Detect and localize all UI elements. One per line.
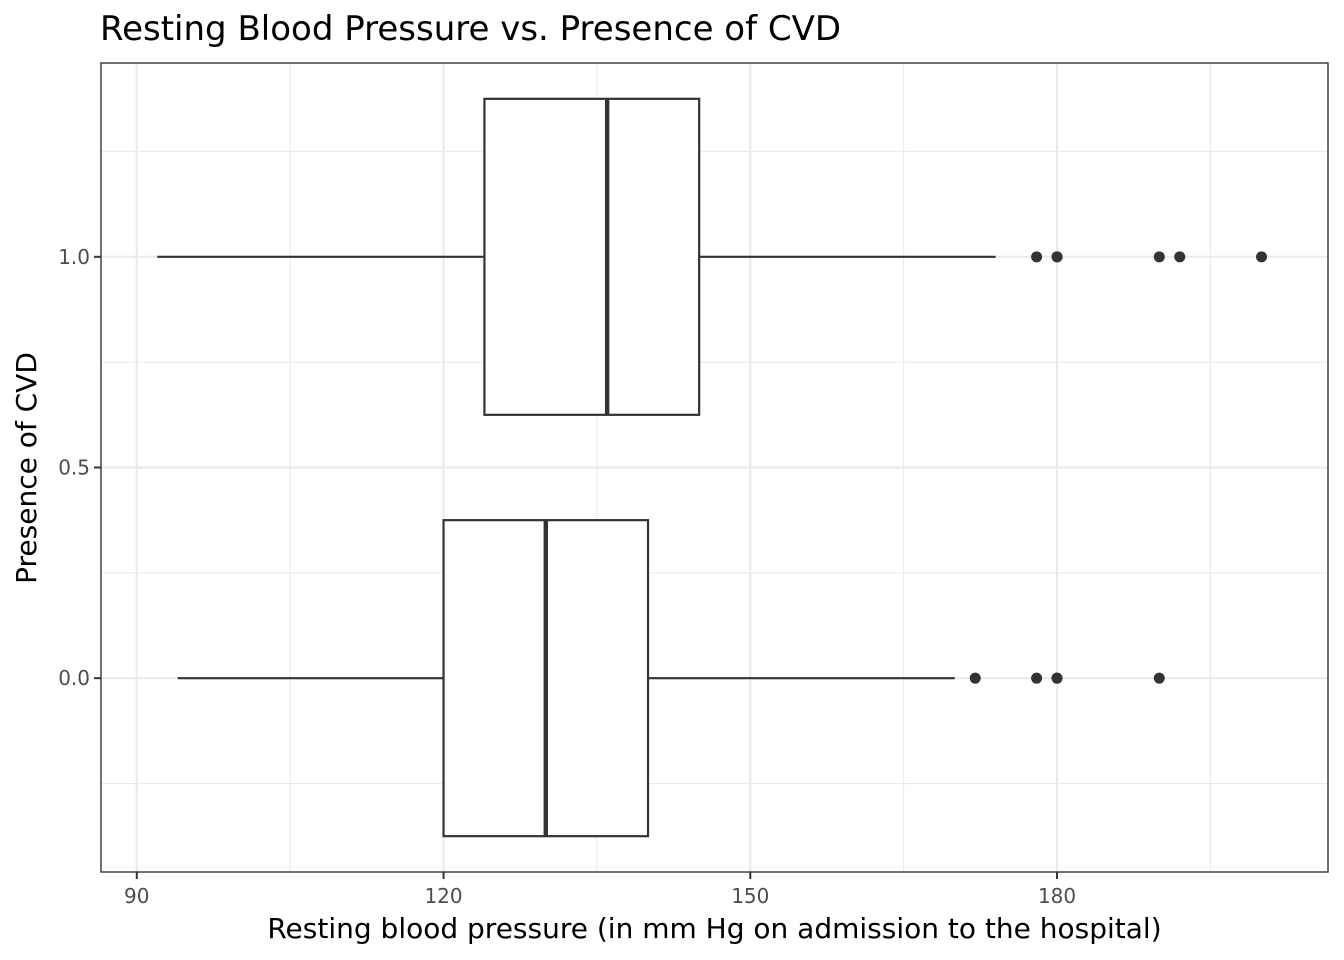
y-tick-label: 0.0	[58, 666, 90, 690]
outlier-point	[1031, 251, 1043, 263]
x-tick-label: 150	[731, 884, 769, 908]
outlier-point	[1051, 251, 1063, 263]
x-tick-label: 120	[424, 884, 462, 908]
outlier-point	[1153, 251, 1165, 263]
y-tick-label: 0.5	[58, 456, 90, 480]
boxplot-layer	[157, 97, 1268, 838]
outlier-point	[1153, 672, 1165, 684]
y-axis-title: Presence of CVD	[10, 352, 43, 584]
iqr-box	[483, 97, 701, 416]
outlier-point	[1256, 251, 1268, 263]
grid	[101, 63, 1328, 872]
outlier-point	[1031, 672, 1043, 684]
axes: 90 120 150 180 0.0 0.5 1.0	[58, 245, 1076, 908]
outlier-point	[1051, 672, 1063, 684]
x-axis-title: Resting blood pressure (in mm Hg on admi…	[267, 912, 1161, 945]
y-tick-label: 1.0	[58, 245, 90, 269]
chart-title: Resting Blood Pressure vs. Presence of C…	[100, 9, 841, 49]
x-tick-label: 180	[1038, 884, 1076, 908]
x-tick-label: 90	[124, 884, 149, 908]
outlier-point	[1174, 251, 1186, 263]
outlier-point	[969, 672, 981, 684]
